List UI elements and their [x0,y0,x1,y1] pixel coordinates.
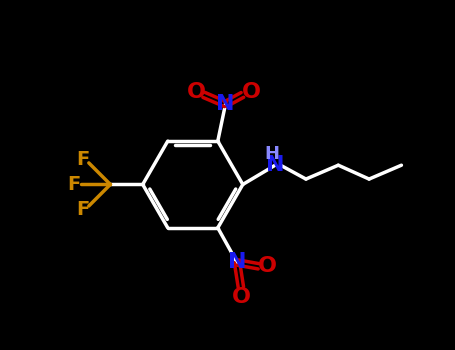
Text: N: N [228,252,246,272]
Text: F: F [76,150,89,169]
Text: H: H [264,145,279,163]
Text: O: O [232,287,250,307]
Text: F: F [76,199,89,219]
Text: O: O [242,82,260,102]
Text: N: N [216,94,235,114]
Text: F: F [67,175,80,194]
Text: O: O [258,256,278,276]
Text: O: O [187,82,206,102]
Text: N: N [266,155,284,175]
